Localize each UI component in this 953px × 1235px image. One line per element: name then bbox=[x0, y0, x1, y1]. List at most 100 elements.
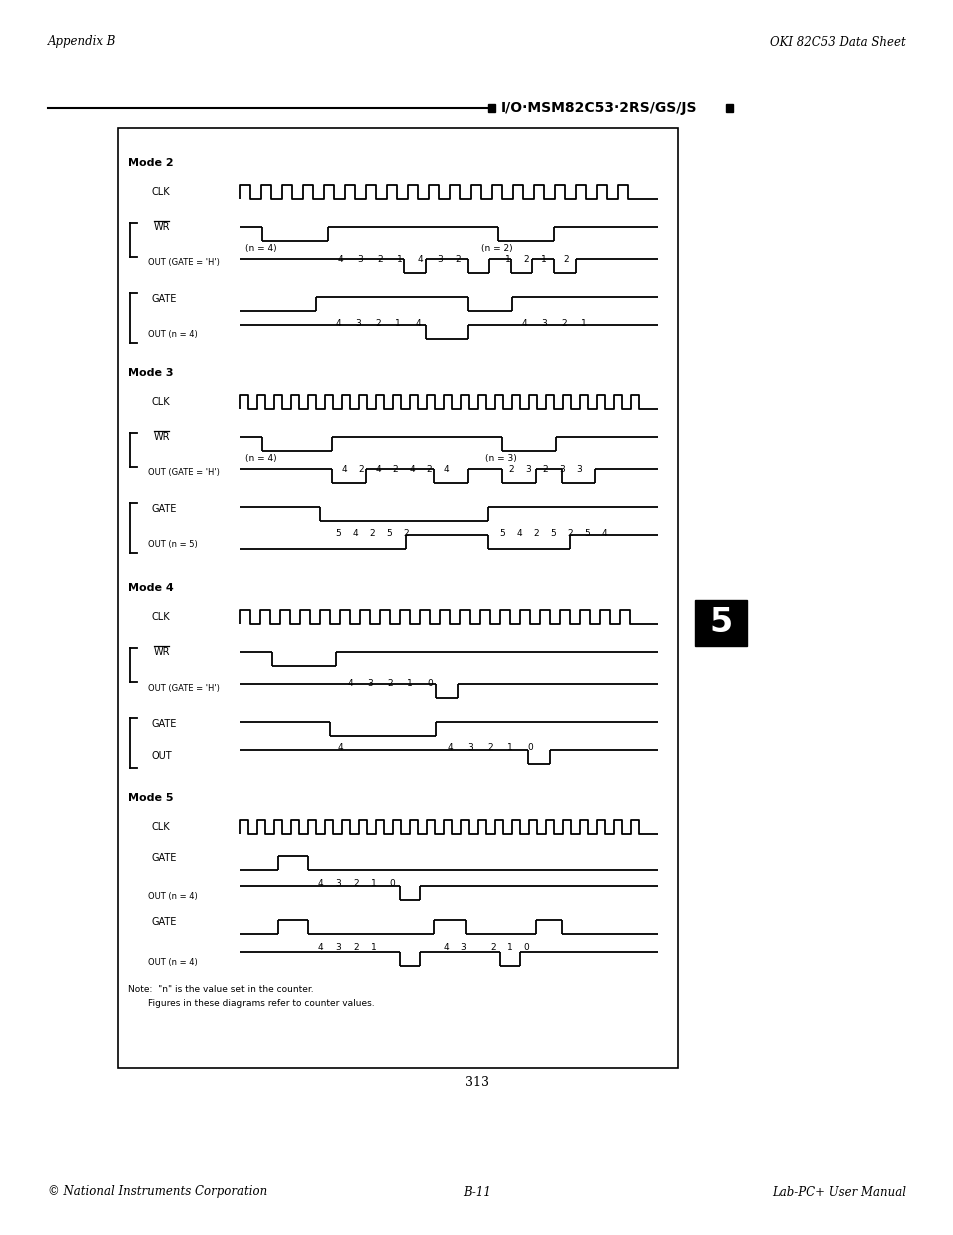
Text: 0: 0 bbox=[527, 743, 533, 752]
Text: 4: 4 bbox=[600, 529, 606, 537]
Text: 4: 4 bbox=[335, 319, 340, 327]
Text: 3: 3 bbox=[459, 944, 465, 952]
Text: 4: 4 bbox=[447, 743, 453, 752]
Text: 3: 3 bbox=[576, 464, 581, 473]
Text: 2: 2 bbox=[508, 464, 514, 473]
Text: 2: 2 bbox=[490, 944, 496, 952]
Text: 313: 313 bbox=[464, 1076, 489, 1088]
Text: Mode 5: Mode 5 bbox=[128, 793, 173, 803]
Text: Figures in these diagrams refer to counter values.: Figures in these diagrams refer to count… bbox=[148, 999, 375, 1009]
Text: 3: 3 bbox=[467, 743, 473, 752]
Text: 3: 3 bbox=[335, 944, 340, 952]
Text: WR: WR bbox=[153, 222, 171, 232]
Text: Mode 2: Mode 2 bbox=[128, 158, 173, 168]
Text: 2: 2 bbox=[353, 879, 358, 888]
Text: CLK: CLK bbox=[152, 396, 171, 408]
Text: 2: 2 bbox=[369, 529, 375, 537]
Text: 1: 1 bbox=[396, 254, 402, 263]
Text: I/O·MSM82C53·2RS/GS/JS: I/O·MSM82C53·2RS/GS/JS bbox=[500, 101, 697, 115]
Text: 4: 4 bbox=[409, 464, 415, 473]
Text: 2: 2 bbox=[455, 254, 460, 263]
Text: OUT (n = 4): OUT (n = 4) bbox=[148, 331, 197, 340]
Text: 2: 2 bbox=[392, 464, 397, 473]
Text: 1: 1 bbox=[407, 679, 413, 688]
Text: 1: 1 bbox=[507, 944, 513, 952]
Text: 3: 3 bbox=[335, 879, 340, 888]
Text: WR: WR bbox=[153, 647, 171, 657]
Text: 3: 3 bbox=[356, 254, 362, 263]
Bar bbox=[488, 104, 495, 112]
Text: 2: 2 bbox=[541, 464, 547, 473]
Text: 1: 1 bbox=[395, 319, 400, 327]
Text: 3: 3 bbox=[436, 254, 442, 263]
Text: 5: 5 bbox=[550, 529, 556, 537]
Text: GATE: GATE bbox=[152, 853, 177, 863]
Text: 2: 2 bbox=[562, 254, 568, 263]
Text: 1: 1 bbox=[371, 879, 376, 888]
Text: OUT (n = 4): OUT (n = 4) bbox=[148, 892, 197, 900]
Text: 0: 0 bbox=[427, 679, 433, 688]
Text: 2: 2 bbox=[375, 319, 380, 327]
Text: 5: 5 bbox=[335, 529, 340, 537]
Text: GATE: GATE bbox=[152, 504, 177, 514]
Text: 0: 0 bbox=[389, 879, 395, 888]
Text: 3: 3 bbox=[355, 319, 360, 327]
Text: CLK: CLK bbox=[152, 186, 171, 198]
Text: WR: WR bbox=[153, 432, 171, 442]
Text: 5: 5 bbox=[386, 529, 392, 537]
Bar bbox=[695, 600, 746, 646]
Text: 2: 2 bbox=[426, 464, 432, 473]
Text: © National Instruments Corporation: © National Instruments Corporation bbox=[48, 1186, 267, 1198]
Text: 4: 4 bbox=[316, 944, 322, 952]
Text: Lab-PC+ User Manual: Lab-PC+ User Manual bbox=[771, 1186, 905, 1198]
Text: 4: 4 bbox=[443, 944, 448, 952]
Text: 5: 5 bbox=[709, 606, 732, 640]
Text: CLK: CLK bbox=[152, 613, 171, 622]
Text: 2: 2 bbox=[353, 944, 358, 952]
Text: (n = 2): (n = 2) bbox=[480, 243, 512, 252]
Text: Note:  "n" is the value set in the counter.: Note: "n" is the value set in the counte… bbox=[128, 986, 314, 994]
Text: Mode 3: Mode 3 bbox=[128, 368, 173, 378]
Text: GATE: GATE bbox=[152, 918, 177, 927]
Text: B-11: B-11 bbox=[462, 1186, 491, 1198]
Text: 2: 2 bbox=[560, 319, 566, 327]
Text: OKI 82C53 Data Sheet: OKI 82C53 Data Sheet bbox=[769, 36, 905, 48]
Text: GATE: GATE bbox=[152, 719, 177, 729]
Text: 4: 4 bbox=[341, 464, 347, 473]
Text: OUT (n = 5): OUT (n = 5) bbox=[148, 541, 197, 550]
Text: 5: 5 bbox=[498, 529, 504, 537]
Text: 2: 2 bbox=[376, 254, 382, 263]
Text: 5: 5 bbox=[583, 529, 589, 537]
Bar bbox=[725, 104, 732, 112]
Text: 2: 2 bbox=[403, 529, 409, 537]
Text: 4: 4 bbox=[516, 529, 521, 537]
FancyBboxPatch shape bbox=[118, 128, 678, 1068]
Text: GATE: GATE bbox=[152, 294, 177, 304]
Text: OUT: OUT bbox=[152, 751, 172, 761]
Text: 4: 4 bbox=[415, 319, 420, 327]
Text: 4: 4 bbox=[316, 879, 322, 888]
Text: 1: 1 bbox=[540, 254, 546, 263]
Text: 2: 2 bbox=[487, 743, 493, 752]
Text: CLK: CLK bbox=[152, 823, 171, 832]
Text: 1: 1 bbox=[504, 254, 511, 263]
Text: 1: 1 bbox=[371, 944, 376, 952]
Text: Mode 4: Mode 4 bbox=[128, 583, 173, 593]
Text: 3: 3 bbox=[367, 679, 373, 688]
Text: Appendix B: Appendix B bbox=[48, 36, 116, 48]
Text: 3: 3 bbox=[540, 319, 546, 327]
Text: 2: 2 bbox=[387, 679, 393, 688]
Text: (n = 3): (n = 3) bbox=[484, 453, 517, 462]
Text: (n = 4): (n = 4) bbox=[245, 243, 276, 252]
Text: 3: 3 bbox=[558, 464, 564, 473]
Text: 2: 2 bbox=[357, 464, 363, 473]
Text: 4: 4 bbox=[336, 254, 342, 263]
Text: 4: 4 bbox=[520, 319, 526, 327]
Text: 4: 4 bbox=[352, 529, 357, 537]
Text: 1: 1 bbox=[580, 319, 586, 327]
Text: 4: 4 bbox=[347, 679, 353, 688]
Text: 4: 4 bbox=[443, 464, 448, 473]
Text: OUT (GATE = 'H'): OUT (GATE = 'H') bbox=[148, 258, 219, 268]
Text: OUT (GATE = 'H'): OUT (GATE = 'H') bbox=[148, 468, 219, 478]
Text: 2: 2 bbox=[567, 529, 572, 537]
